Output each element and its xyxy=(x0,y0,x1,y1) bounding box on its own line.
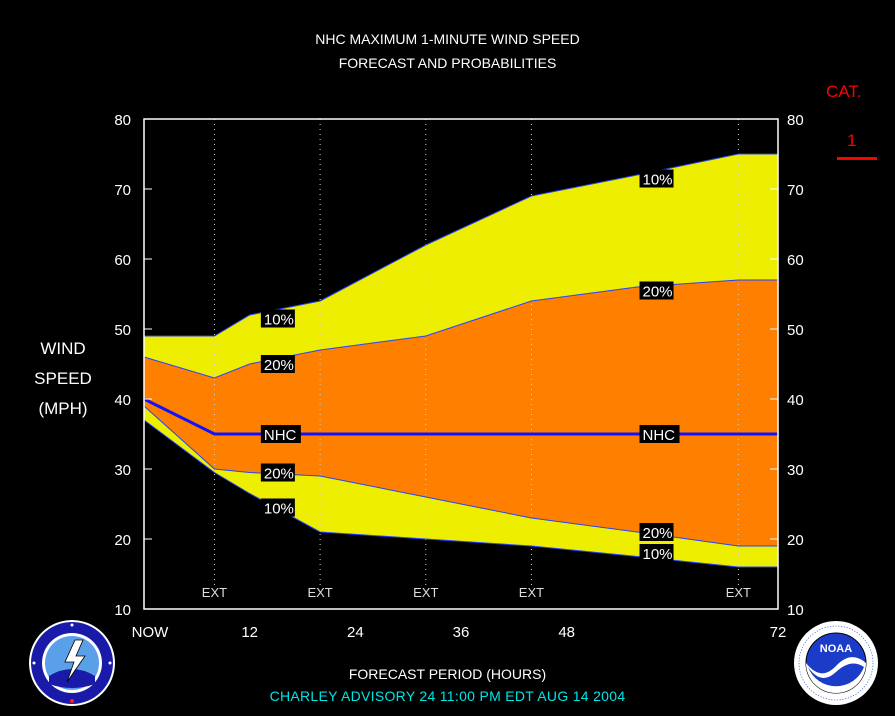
series-label-text: 10% xyxy=(264,501,294,518)
y-tick-label-left: 30 xyxy=(114,462,131,479)
series-label: 20% xyxy=(260,463,295,483)
series-label: 20% xyxy=(260,355,295,374)
ext-label: EXT xyxy=(202,585,227,600)
svg-text:NOAA: NOAA xyxy=(820,643,852,655)
x-axis-title: FORECAST PERIOD (HOURS) xyxy=(348,666,547,682)
category-value: 1 xyxy=(847,131,857,150)
y-tick-label-right: 30 xyxy=(787,462,804,479)
series-label-bg xyxy=(639,523,674,541)
series-lines xyxy=(143,153,778,568)
series-label: 20% xyxy=(639,281,674,301)
series-label-bg xyxy=(260,355,295,373)
y-tick-label-right: 10 xyxy=(787,602,804,619)
y-tick-label-right: 60 xyxy=(787,252,804,269)
ext-label: EXT xyxy=(413,585,438,600)
y-tick-label-right: 40 xyxy=(787,392,804,409)
y-tick-label-left: 10 xyxy=(114,602,131,619)
y-tick-label-left: 50 xyxy=(114,322,131,339)
series-label: 10% xyxy=(639,169,674,189)
probability-bands xyxy=(144,154,778,567)
series-label: 10% xyxy=(639,544,674,563)
series-label-text: 20% xyxy=(264,357,294,374)
series-label-text: 20% xyxy=(264,466,294,483)
series-label-text: 20% xyxy=(643,525,673,542)
ext-label: EXT xyxy=(307,585,332,600)
ext-label: EXT xyxy=(726,585,751,600)
series-label: NHC xyxy=(260,425,301,444)
y-tick-label-right: 70 xyxy=(787,182,804,199)
x-tick-label: 12 xyxy=(241,624,258,641)
x-tick-label: 36 xyxy=(453,624,470,641)
series-label: 20% xyxy=(639,523,674,542)
series-label-text: 10% xyxy=(643,546,673,563)
series-label-bg xyxy=(260,463,295,482)
nhc-forecast-line xyxy=(143,397,778,436)
series-label-bg xyxy=(260,498,295,517)
inner-probability-band xyxy=(144,280,778,546)
series-label-text: 10% xyxy=(264,312,294,329)
probability-edge-line xyxy=(143,405,778,547)
series-label-text: 20% xyxy=(643,284,673,301)
series-label: NHC xyxy=(639,425,680,444)
series-label-bg xyxy=(639,544,674,562)
y-axis-label-line3: (MPH) xyxy=(38,399,88,418)
chart-title-line1: NHC MAXIMUM 1-MINUTE WIND SPEED xyxy=(315,31,580,47)
plot-border xyxy=(143,118,779,610)
series-label-bg xyxy=(639,425,680,443)
x-tick-label: NOW xyxy=(132,624,170,641)
nws-logo xyxy=(29,620,115,706)
ext-label: EXT xyxy=(519,585,544,600)
x-tick-label: 24 xyxy=(347,624,364,641)
category-underline xyxy=(837,157,877,160)
advisory-footer: CHARLEY ADVISORY 24 11:00 PM EDT AUG 14 … xyxy=(269,688,626,704)
probability-edge-line xyxy=(143,419,778,568)
series-label: 10% xyxy=(260,498,295,518)
y-tick-label-left: 80 xyxy=(114,112,131,129)
axis-ticks: 10 10 20 20 30 30 40 40 50 50 60 60 70 70 80 80 NOW 12 24 3… xyxy=(114,112,803,641)
y-tick-label-right: 50 xyxy=(787,322,804,339)
y-tick-label-left: 20 xyxy=(114,532,131,549)
plot-frame xyxy=(143,118,779,610)
probability-edge-line xyxy=(143,279,778,379)
noaa-logo: NOAA xyxy=(794,621,878,705)
y-tick-label-right: 80 xyxy=(787,112,804,129)
y-tick-label-left: 60 xyxy=(114,252,131,269)
ext-grid: EXT EXT EXT EXT EXT xyxy=(202,119,751,600)
chart-title-line2: FORECAST AND PROBABILITIES xyxy=(338,55,557,71)
series-label-bg xyxy=(260,425,301,443)
y-axis-label-line2: SPEED xyxy=(34,369,92,388)
category-heading: CAT. xyxy=(826,82,862,101)
y-tick-label-left: 40 xyxy=(114,392,131,409)
series-label-bg xyxy=(639,281,674,300)
series-label-text: 10% xyxy=(643,172,673,189)
series-label-text: NHC xyxy=(643,427,676,444)
y-axis-label-line1: WIND xyxy=(40,339,86,358)
x-tick-label: 48 xyxy=(558,624,575,641)
series-label-bg xyxy=(639,169,674,188)
series-label-bg xyxy=(260,309,295,328)
series-label: 10% xyxy=(260,309,295,329)
y-tick-label-right: 20 xyxy=(787,532,804,549)
x-tick-label: 72 xyxy=(770,624,787,641)
y-tick-label-left: 70 xyxy=(114,182,131,199)
series-label-text: NHC xyxy=(264,427,297,444)
series-labels: 10% 20% NHC 20% 10% 10% 20% NHC 20% 10% xyxy=(260,169,680,563)
probability-edge-line xyxy=(144,153,778,337)
